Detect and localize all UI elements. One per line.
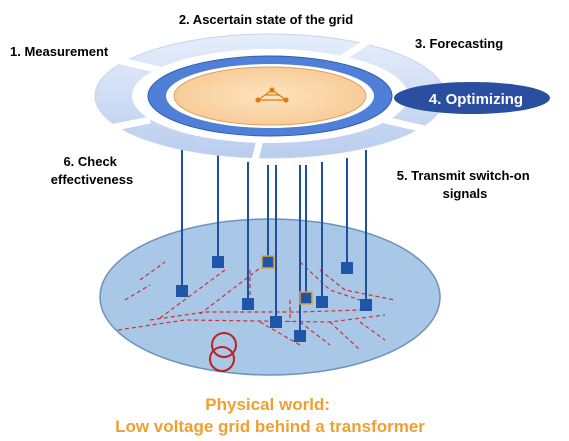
control-ring: 4. Optimizing [94, 33, 550, 161]
grid-lines [117, 261, 396, 351]
network-icon [255, 87, 289, 103]
line: signals [443, 186, 488, 201]
ring-gaps [94, 37, 451, 161]
physical-grid [99, 218, 441, 376]
step-label: 2. Ascertain state of the grid [179, 12, 353, 27]
line: Low voltage grid behind a transformer [115, 417, 425, 436]
line: 6. Check [63, 154, 117, 169]
optimizing-pill [394, 82, 550, 114]
core [173, 66, 367, 126]
step-label: 5. Transmit switch-on signals [397, 168, 534, 201]
step-label: 1. Measurement [10, 44, 109, 59]
caption: Physical world: Low voltage grid behind … [115, 395, 425, 436]
nodes [176, 255, 372, 342]
step-label: 4. Optimizing [429, 91, 523, 108]
line: 5. Transmit switch-on [397, 168, 530, 183]
step-label: 6. Check effectiveness [51, 154, 133, 187]
links [181, 140, 367, 336]
line: effectiveness [51, 172, 133, 187]
line: Physical world: [205, 395, 330, 414]
transformer [209, 332, 237, 372]
step-label: 3. Forecasting [415, 36, 503, 51]
ground-plane [99, 218, 441, 376]
